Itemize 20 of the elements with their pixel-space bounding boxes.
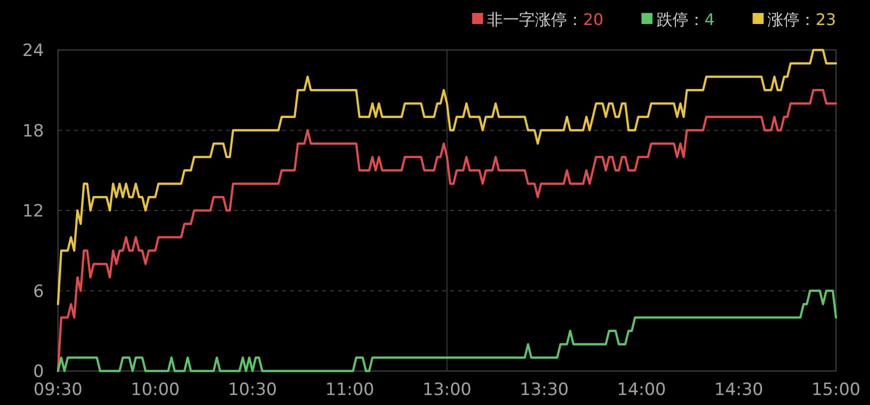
line-series [56,89,838,372]
x-tick-label: 13:30 [520,380,569,400]
line-series [56,290,838,372]
y-tick-label: 6 [33,282,44,302]
legend-label: 跌停：4 [656,10,715,29]
legend-label: 涨停：23 [768,10,836,29]
y-tick-label: 0 [33,362,44,382]
x-tick-label: 15:00 [812,380,860,400]
x-tick-label: 09:30 [34,380,82,400]
x-tick-label: 10:30 [228,380,277,400]
x-tick-label: 14:30 [714,380,764,400]
y-tick-label: 24 [22,41,44,61]
legend-label: 非一字涨停：20 [487,10,604,29]
x-tick-label: 11:00 [325,380,374,400]
y-tick-label: 12 [22,202,44,222]
y-tick-label: 18 [22,121,44,142]
line-series [56,48,838,306]
x-tick-label: 14:00 [617,380,666,400]
x-tick-label: 10:00 [130,380,180,400]
x-tick-label: 13:00 [422,380,472,400]
